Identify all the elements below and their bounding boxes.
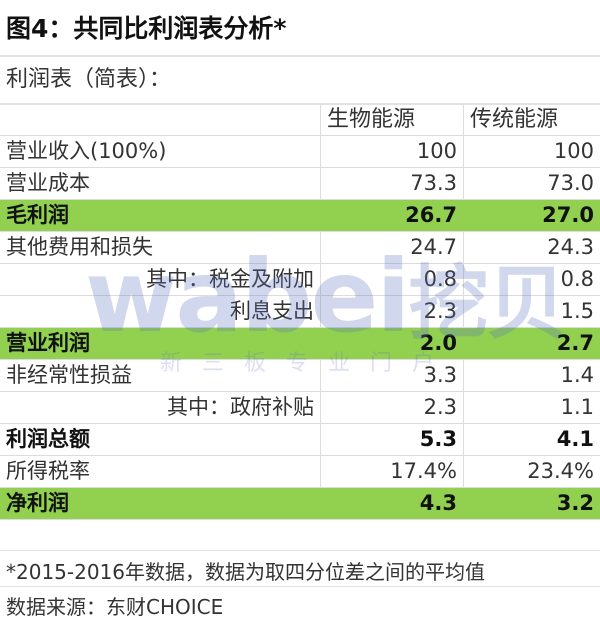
row-label: 净利润 [0, 488, 321, 520]
bio-energy-value: 4.3 [321, 488, 464, 520]
row-label: 其中：政府补贴 [0, 392, 321, 424]
row-label: 非经常性损益 [0, 360, 321, 392]
row-label: 营业利润 [0, 328, 321, 360]
bio-energy-value: 0.8 [321, 264, 464, 296]
bio-energy-value: 5.3 [321, 424, 464, 456]
traditional-energy-value: 1.5 [464, 296, 600, 328]
row-label: 营业成本 [0, 168, 321, 200]
bio-energy-value: 2.3 [321, 392, 464, 424]
traditional-energy-value: 1.4 [464, 360, 600, 392]
traditional-energy-value: 24.3 [464, 232, 600, 264]
traditional-energy-value: 0.8 [464, 264, 600, 296]
traditional-energy-value: 100 [464, 136, 600, 168]
bio-energy-value: 100 [321, 136, 464, 168]
row-label: 利润总额 [0, 424, 321, 456]
row-label: 其中：税金及附加 [0, 264, 321, 296]
table-subtitle: 利润表（简表）： [6, 57, 171, 103]
figure-title: 图4：共同比利润表分析* [6, 0, 286, 55]
row-label: 毛利润 [0, 200, 321, 232]
traditional-energy-value: 23.4% [464, 456, 600, 488]
divider [0, 586, 600, 587]
traditional-energy-value: 27.0 [464, 200, 600, 232]
footnote: *2015-2016年数据，数据为取四分位差之间的平均值 [6, 556, 485, 585]
row-label: 其他费用和损失 [0, 232, 321, 264]
bio-energy-value: 17.4% [321, 456, 464, 488]
traditional-energy-value: 2.7 [464, 328, 600, 360]
bio-energy-value: 24.7 [321, 232, 464, 264]
traditional-energy-value: 73.0 [464, 168, 600, 200]
traditional-energy-value: 4.1 [464, 424, 600, 456]
traditional-energy-value: 1.1 [464, 392, 600, 424]
bio-energy-value: 3.3 [321, 360, 464, 392]
row-label: 营业收入(100%) [0, 136, 321, 168]
bio-energy-value: 26.7 [321, 200, 464, 232]
bio-energy-value: 2.3 [321, 296, 464, 328]
bio-energy-value: 2.0 [321, 328, 464, 360]
divider [0, 550, 600, 551]
traditional-energy-value: 3.2 [464, 488, 600, 520]
row-label: 所得税率 [0, 456, 321, 488]
row-label: 利息支出 [0, 296, 321, 328]
data-source: 数据来源：东财CHOICE [6, 591, 223, 620]
header-traditional-energy: 传统能源 [464, 104, 600, 136]
bio-energy-value: 73.3 [321, 168, 464, 200]
header-blank [0, 104, 321, 136]
header-bio-energy: 生物能源 [321, 104, 464, 136]
table-header-row: 生物能源 传统能源 [0, 104, 600, 136]
